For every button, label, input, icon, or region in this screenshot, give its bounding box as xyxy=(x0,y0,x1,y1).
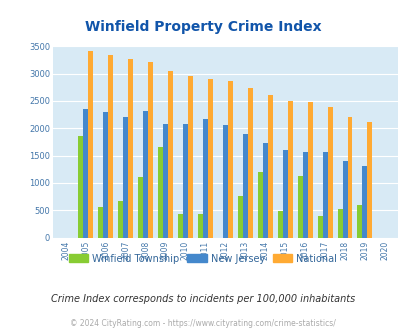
Bar xyxy=(277,211,282,238)
Bar xyxy=(302,152,307,238)
Bar xyxy=(177,214,183,238)
Bar xyxy=(317,216,322,238)
Bar xyxy=(222,125,227,238)
Bar xyxy=(207,79,212,238)
Bar xyxy=(347,117,352,238)
Bar xyxy=(282,149,287,238)
Bar xyxy=(123,117,128,238)
Bar xyxy=(197,214,202,238)
Text: Crime Index corresponds to incidents per 100,000 inhabitants: Crime Index corresponds to incidents per… xyxy=(51,294,354,304)
Bar xyxy=(267,95,272,238)
Legend: Winfield Township, New Jersey, National: Winfield Township, New Jersey, National xyxy=(65,249,340,267)
Bar xyxy=(227,81,232,238)
Bar xyxy=(138,178,143,238)
Bar xyxy=(297,176,302,238)
Bar xyxy=(257,172,262,238)
Bar xyxy=(128,59,133,238)
Bar xyxy=(202,119,207,238)
Bar xyxy=(168,71,173,238)
Bar xyxy=(83,109,88,238)
Text: © 2024 CityRating.com - https://www.cityrating.com/crime-statistics/: © 2024 CityRating.com - https://www.city… xyxy=(70,319,335,328)
Bar xyxy=(262,143,267,238)
Bar xyxy=(162,124,168,238)
Bar xyxy=(98,207,103,238)
Bar xyxy=(148,61,153,238)
Bar xyxy=(357,205,362,238)
Bar xyxy=(337,209,342,238)
Bar xyxy=(247,88,252,238)
Bar xyxy=(183,124,188,238)
Bar xyxy=(118,201,123,238)
Bar xyxy=(242,134,247,238)
Bar xyxy=(327,108,332,238)
Bar xyxy=(322,152,327,238)
Bar xyxy=(307,102,312,238)
Bar xyxy=(103,112,108,238)
Bar xyxy=(342,161,347,238)
Bar xyxy=(108,55,113,238)
Bar xyxy=(237,196,242,238)
Bar xyxy=(367,122,371,238)
Bar xyxy=(88,50,93,238)
Bar xyxy=(143,111,148,238)
Bar xyxy=(78,136,83,238)
Bar xyxy=(188,76,192,238)
Bar xyxy=(158,148,162,238)
Bar xyxy=(287,101,292,238)
Bar xyxy=(362,166,367,238)
Text: Winfield Property Crime Index: Winfield Property Crime Index xyxy=(85,20,320,34)
